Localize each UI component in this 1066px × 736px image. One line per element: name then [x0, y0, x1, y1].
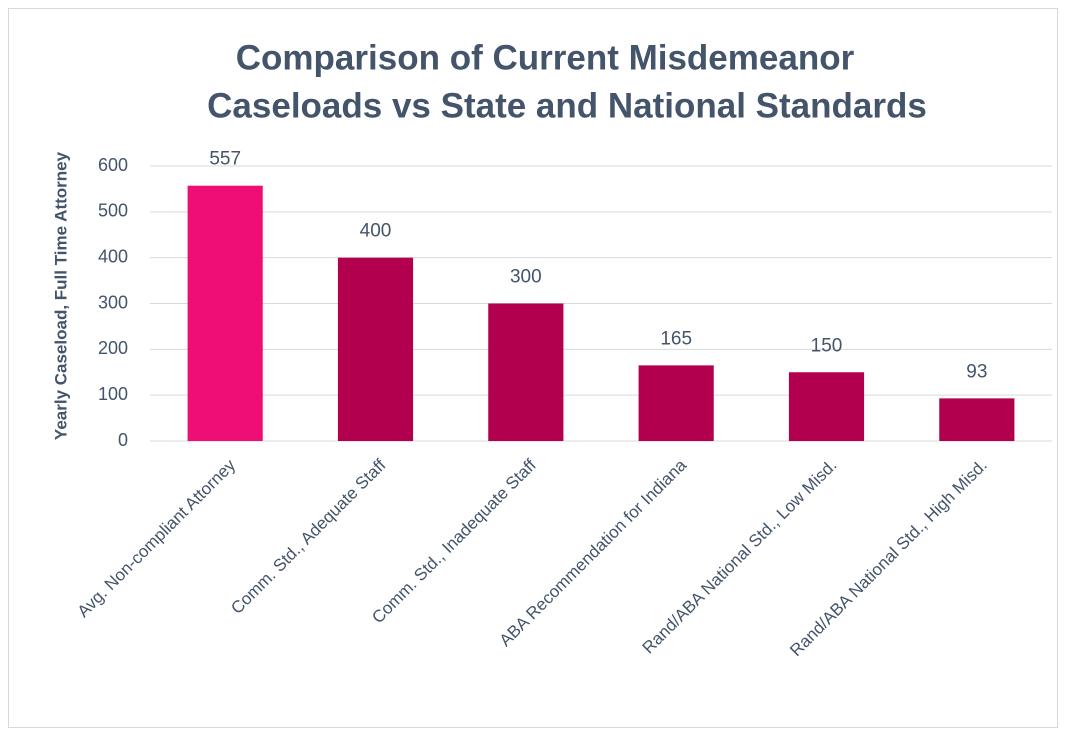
bar — [187, 185, 263, 441]
y-axis-label: Yearly Caseload, Full Time Attorney — [51, 151, 70, 440]
value-label: 557 — [209, 149, 241, 170]
value-label: 300 — [510, 267, 542, 288]
value-label: 165 — [660, 328, 692, 349]
chart-title: Caseloads vs State and National Standard… — [207, 86, 927, 125]
bar — [788, 372, 865, 441]
value-label: 93 — [966, 361, 987, 382]
y-tick-label: 100 — [98, 384, 128, 404]
bar — [337, 257, 414, 441]
bar — [488, 303, 564, 441]
y-tick-label: 400 — [98, 246, 128, 266]
value-label: 150 — [811, 335, 843, 356]
chart-title: Comparison of Current Misdemeanor — [236, 38, 855, 77]
bar — [638, 365, 714, 441]
y-tick-label: 600 — [98, 155, 128, 175]
y-tick-label: 0 — [118, 430, 128, 450]
value-label: 400 — [360, 221, 392, 242]
y-tick-label: 500 — [98, 201, 128, 221]
y-tick-label: 200 — [98, 338, 128, 358]
bar — [939, 398, 1015, 441]
y-tick-label: 300 — [98, 292, 128, 312]
